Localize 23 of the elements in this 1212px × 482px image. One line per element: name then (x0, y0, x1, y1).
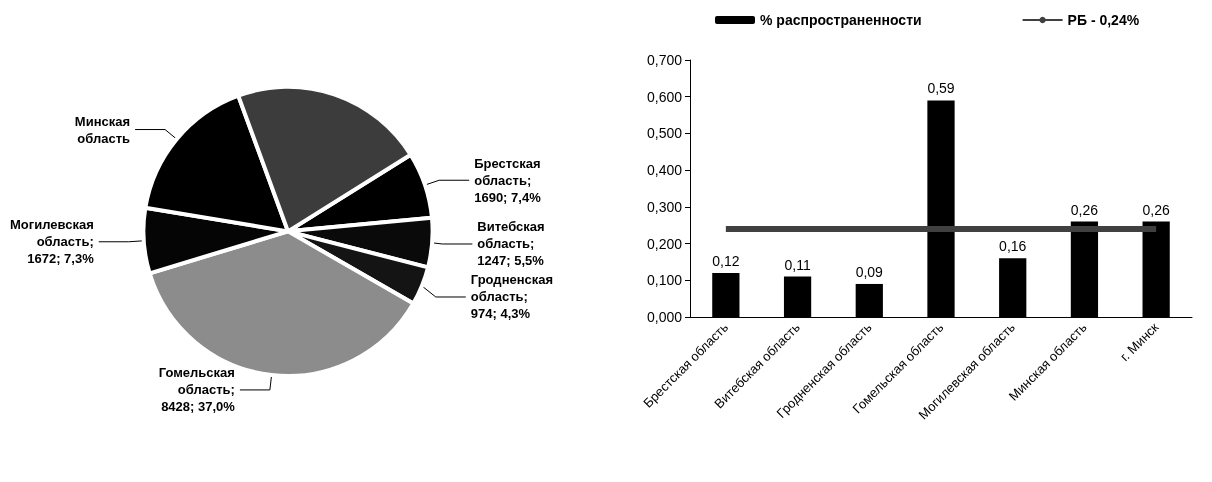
data-label: 0,12 (712, 252, 740, 269)
y-tick-label: 0,600 (646, 88, 683, 105)
data-label: 0,26 (1070, 201, 1099, 218)
y-tick-label: 0,400 (646, 162, 683, 179)
legend-label: РБ - 0,24% (1067, 12, 1140, 28)
slice-label: Гомельская область; 8428; 37,0% (158, 365, 236, 415)
slice-label: Могилевская область; 1672; 7,3% (10, 217, 95, 267)
slice-label: Брестская область; 1690; 7,4% (474, 155, 542, 205)
data-label: 0,26 (1142, 201, 1170, 218)
data-label: 0,16 (999, 238, 1027, 255)
slice-label: Гродненская область; 974; 4,3% (470, 272, 554, 322)
y-tick-label: 0,300 (646, 198, 683, 215)
y-tick-label: 0,700 (646, 52, 683, 68)
y-tick-label: 0,000 (646, 309, 683, 325)
y-tick-label: 0,200 (646, 235, 683, 252)
slice-label: Витебская область; 1247; 5,5% (477, 219, 545, 269)
data-label: 0,59 (927, 80, 955, 97)
legend-label: % распространенности (760, 12, 922, 28)
y-tick-label: 0,500 (646, 125, 683, 142)
data-label: 0,11 (784, 256, 811, 273)
y-tick-label: 0,100 (646, 272, 683, 289)
slice-label: Минская область (74, 113, 131, 146)
data-label: 0,09 (855, 263, 884, 280)
